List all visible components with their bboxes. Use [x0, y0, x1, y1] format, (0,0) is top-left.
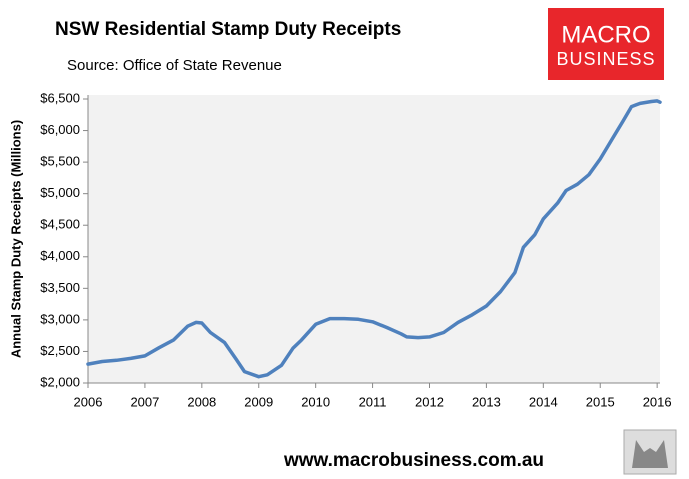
chart-title: NSW Residential Stamp Duty Receipts	[55, 19, 401, 40]
x-tick-label: 2008	[187, 394, 216, 409]
x-tick-label: 2006	[74, 394, 103, 409]
y-tick-label: $3,000	[40, 311, 80, 326]
x-tick-label: 2015	[586, 394, 615, 409]
x-tick-label: 2011	[359, 394, 387, 409]
y-tick-label: $2,500	[40, 343, 80, 358]
y-tick-label: $6,500	[40, 90, 80, 105]
x-tick-label: 2016	[643, 394, 672, 409]
x-tick-label: 2010	[301, 394, 330, 409]
x-tick-label: 2014	[529, 394, 558, 409]
y-axis-label: Annual Stamp Duty Receipts (Millions)	[8, 120, 23, 358]
x-tick-label: 2007	[130, 394, 159, 409]
y-tick-label: $6,000	[40, 122, 80, 137]
data-line	[86, 99, 662, 379]
y-tick-label: $4,500	[40, 217, 80, 232]
x-tick-label: 2009	[244, 394, 273, 409]
x-tick-label: 2013	[472, 394, 501, 409]
logo-box	[548, 8, 664, 80]
logo-text: BUSINESS	[556, 49, 655, 69]
y-tick-label: $3,500	[40, 280, 80, 295]
y-tick-label: $5,500	[40, 154, 80, 169]
chart-subtitle: Source: Office of State Revenue	[67, 57, 282, 74]
logo-text: MACRO	[561, 21, 650, 48]
x-tick-label: 2012	[415, 394, 444, 409]
y-tick-label: $5,000	[40, 185, 80, 200]
y-tick-label: $4,000	[40, 248, 80, 263]
wolf-icon	[632, 440, 668, 468]
plot-area	[88, 95, 660, 383]
footer: www.macrobusiness.com.au	[283, 450, 544, 471]
y-tick-label: $2,000	[40, 374, 80, 389]
